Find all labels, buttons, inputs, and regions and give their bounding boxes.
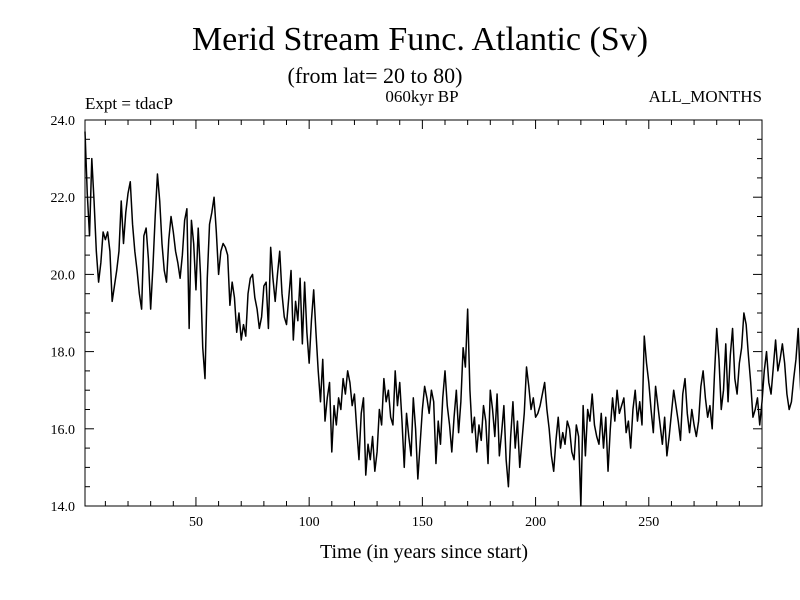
y-tick-label: 14.0: [51, 500, 76, 515]
axis-tick-labels: 50 100 150 200 250 14.0 16.0 18.0 20.0 22.0 24.0: [51, 114, 660, 530]
experiment-label: Expt = tdacP: [85, 94, 173, 113]
y-tick-label: 24.0: [51, 114, 76, 129]
axis-ticks: [85, 119, 762, 507]
chart-subtitle: (from lat= 20 to 80): [288, 63, 463, 88]
y-tick-label: 16.0: [51, 423, 76, 438]
y-tick-label: 18.0: [51, 346, 76, 361]
x-axis-label: Time (in years since start): [320, 541, 528, 563]
x-tick-label: 250: [638, 515, 659, 530]
y-tick-label: 20.0: [51, 268, 76, 283]
chart-title: Merid Stream Func. Atlantic (Sv): [192, 21, 648, 58]
series-line: [84, 131, 800, 507]
x-tick-label: 50: [189, 515, 203, 530]
months-label: ALL_MONTHS: [649, 87, 762, 106]
plot-frame: [84, 119, 763, 507]
x-tick-label: 150: [412, 515, 433, 530]
period-label: 060kyr BP: [385, 87, 458, 106]
y-tick-label: 22.0: [51, 191, 76, 206]
x-tick-label: 200: [525, 515, 546, 530]
x-tick-label: 100: [299, 515, 320, 530]
